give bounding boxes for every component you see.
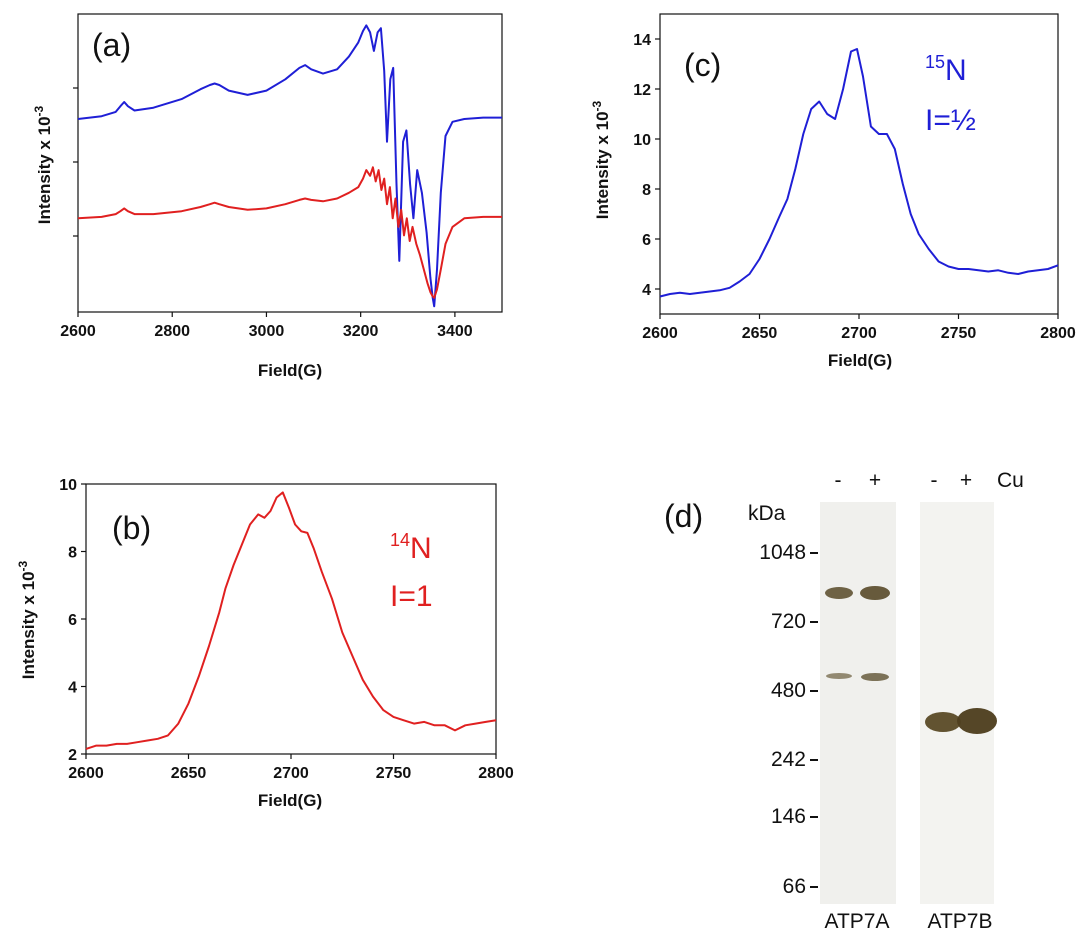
panel-c-x-ticks: 2600 2650 2700 2750 2800 xyxy=(642,314,1076,342)
marker-label: 242 xyxy=(771,748,806,771)
panel-c-xlabel: Field(G) xyxy=(828,351,892,370)
treatment-label: Cu xyxy=(997,469,1024,492)
panel-c-series xyxy=(659,48,1059,298)
panel-b-isotope: 14N xyxy=(390,530,432,565)
panel-b-spin: I=1 xyxy=(390,580,433,613)
panel-d-label: (d) xyxy=(664,498,703,534)
y-tick-label: 4 xyxy=(642,282,651,299)
marker-label: 1048 xyxy=(759,541,806,564)
y-tick-label: 8 xyxy=(642,182,651,199)
blot-unit-label: kDa xyxy=(748,502,786,525)
blot-band xyxy=(860,586,890,600)
blot-band xyxy=(826,673,852,679)
series-line-0 xyxy=(85,491,497,750)
y-tick-label: 2 xyxy=(68,747,77,764)
x-tick-label: 3200 xyxy=(343,323,379,340)
x-tick-label: 2650 xyxy=(742,325,778,342)
y-tick-label: 6 xyxy=(68,612,77,629)
x-tick-label: 2600 xyxy=(642,325,678,342)
panel-a-x-ticks: 2600 2800 3000 3200 3400 xyxy=(60,312,473,340)
blot-strip-atp7b xyxy=(920,502,994,904)
panel-c: 2600 2650 2700 2750 2800 4 6 8 10 12 14 (c) 15N I… xyxy=(590,13,1076,370)
x-tick-label: 2750 xyxy=(941,325,977,342)
series-line-0 xyxy=(659,48,1059,298)
panel-a: 2600 2800 3000 3200 3400 (a) Field(G) Intens… xyxy=(32,13,503,380)
blot-band xyxy=(861,673,889,681)
blot-band xyxy=(957,708,997,734)
marker-label: 480 xyxy=(771,679,806,702)
y-tick-label: 14 xyxy=(633,32,651,49)
blot-band xyxy=(825,587,853,599)
x-tick-label: 2650 xyxy=(171,765,207,782)
x-tick-label: 2800 xyxy=(1040,325,1076,342)
panel-b-y-ticks: 2 4 6 8 10 xyxy=(59,477,86,764)
panel-b-label: (b) xyxy=(112,510,151,546)
panel-b-ylabel: Intensity x 10-3 xyxy=(16,560,38,679)
y-tick-label: 10 xyxy=(633,132,651,149)
panel-a-frame xyxy=(77,13,503,313)
series-line-1 xyxy=(77,166,502,299)
panel-c-label: (c) xyxy=(684,47,721,83)
y-tick-label: 8 xyxy=(68,545,77,562)
x-tick-label: 2600 xyxy=(60,323,96,340)
y-tick-label: 10 xyxy=(59,477,77,494)
panel-a-series xyxy=(77,24,502,308)
panel-b-xlabel: Field(G) xyxy=(258,791,322,810)
y-tick-label: 4 xyxy=(68,680,77,697)
lane-sign: - xyxy=(835,469,842,492)
x-tick-label: 2700 xyxy=(841,325,877,342)
lane-sign: + xyxy=(960,469,972,492)
marker-label: 66 xyxy=(783,875,806,898)
series-line-0 xyxy=(77,24,502,308)
x-tick-label: 2800 xyxy=(478,765,514,782)
x-tick-label: 2600 xyxy=(68,765,104,782)
lane-sign: + xyxy=(869,469,881,492)
x-tick-label: 3000 xyxy=(249,323,285,340)
blot-strip-atp7a xyxy=(820,502,896,904)
x-tick-label: 2800 xyxy=(154,323,190,340)
panel-c-isotope: 15N xyxy=(925,52,967,87)
x-tick-label: 2700 xyxy=(273,765,309,782)
panel-c-spin: I=½ xyxy=(925,104,976,137)
protein-label: ATP7B xyxy=(928,910,993,933)
panel-c-ylabel: Intensity x 10-3 xyxy=(590,100,612,219)
marker-label: 146 xyxy=(771,805,806,828)
lane-sign: - xyxy=(931,469,938,492)
panel-a-label: (a) xyxy=(92,27,131,63)
x-tick-label: 3400 xyxy=(437,323,473,340)
y-tick-label: 12 xyxy=(633,82,651,99)
panel-d: (d) kDa - + - + Cu 1048 720 480 242 146 … xyxy=(664,469,1024,933)
panel-a-xlabel: Field(G) xyxy=(258,361,322,380)
y-tick-label: 6 xyxy=(642,232,651,249)
marker-label: 720 xyxy=(771,610,806,633)
panel-b-x-ticks: 2600 2650 2700 2750 2800 xyxy=(68,754,514,782)
protein-label: ATP7A xyxy=(825,910,890,933)
blot-band xyxy=(925,712,961,732)
x-tick-label: 2750 xyxy=(376,765,412,782)
panel-c-y-ticks: 4 6 8 10 12 14 xyxy=(633,32,660,299)
panel-b-series xyxy=(85,491,497,750)
panel-a-ylabel: Intensity x 10-3 xyxy=(32,105,54,224)
